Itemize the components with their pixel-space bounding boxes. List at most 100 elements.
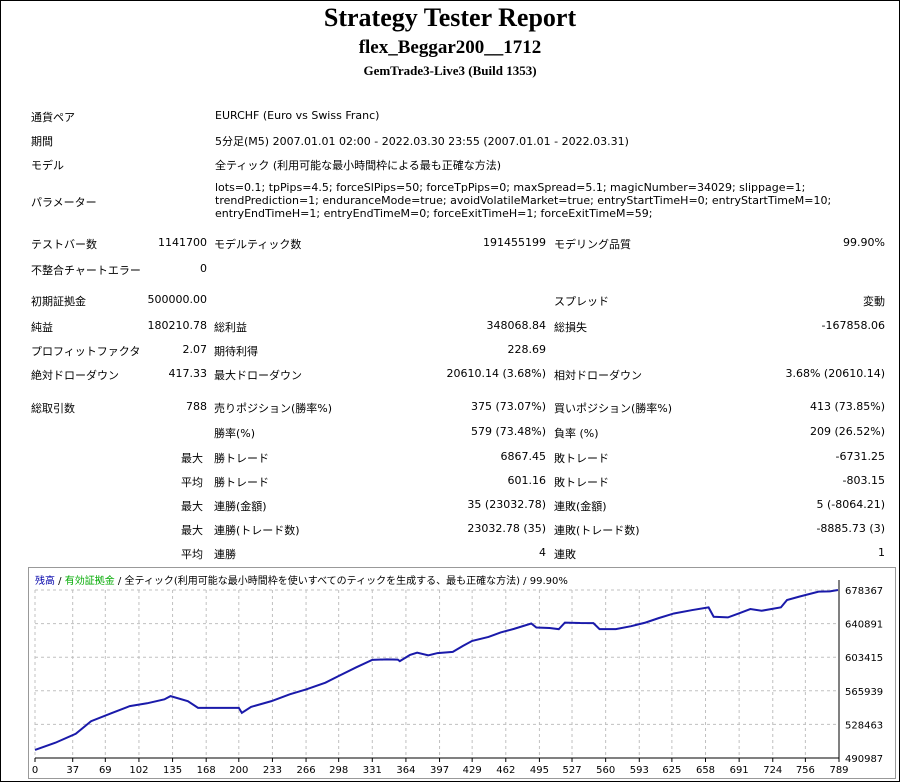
x-tick-label: 495 xyxy=(530,765,549,776)
balance-chart: 残高 / 有効証拠金 / 全ティック(利用可能な最小時間枠を使いすべてのティック… xyxy=(28,567,896,779)
x-tick-label: 37 xyxy=(66,765,79,776)
stat-label: 連勝(金額) xyxy=(214,500,267,513)
stats-row: 平均 連勝 4 連敗 1 xyxy=(1,546,899,562)
chart-svg: 490987 528463 565939 603415 640891 678367 0 37 6… xyxy=(32,580,883,776)
x-tick-label: 364 xyxy=(396,765,415,776)
info-model: モデル 全ティック (利用可能な最小時間枠による最も正確な方法) xyxy=(31,157,501,173)
stat-value: 99.90% xyxy=(843,236,885,249)
x-tick-label: 331 xyxy=(363,765,382,776)
stat-label: 敗トレード xyxy=(554,452,609,465)
stat-value: 348068.84 xyxy=(486,319,547,332)
stat-label: 総取引数 xyxy=(31,402,75,415)
stat-value: 413 (73.85%) xyxy=(809,400,885,413)
stat-label: 純益 xyxy=(31,321,53,334)
stat-label: テストバー数 xyxy=(31,238,97,251)
stat-value: -167858.06 xyxy=(821,319,885,332)
x-tick-label: 625 xyxy=(662,765,681,776)
x-tick-label: 298 xyxy=(329,765,348,776)
info-parameters: パラメーター xyxy=(31,194,97,210)
stat-value: -8885.73 (3) xyxy=(816,522,885,535)
stat-value: 375 (73.07%) xyxy=(470,400,546,413)
stat-label: モデリング品質 xyxy=(554,238,631,251)
stat-label: 勝トレード xyxy=(214,452,269,465)
stats-row: 平均 勝トレード 601.16 敗トレード -803.15 xyxy=(1,474,899,490)
stat-label: 勝率(%) xyxy=(214,427,256,440)
stat-value: 417.33 xyxy=(168,367,208,380)
label: パラメーター xyxy=(31,196,97,209)
stats-row: 純益 180210.78 総利益 348068.84 総損失 -167858.06 xyxy=(1,319,899,335)
stat-prefix: 平均 xyxy=(181,476,203,489)
stat-label: 総利益 xyxy=(214,321,247,334)
y-tick-label: 640891 xyxy=(845,620,883,631)
label: モデル xyxy=(31,159,64,172)
stat-label: スプレッド xyxy=(554,295,609,308)
stat-value: 6867.45 xyxy=(500,450,547,463)
stat-label: 連敗 xyxy=(554,548,576,561)
stat-value: 5 (-8064.21) xyxy=(816,498,885,511)
x-tick-label: 527 xyxy=(562,765,581,776)
info-symbol: 通貨ペア EURCHF (Euro vs Swiss Franc) xyxy=(31,109,379,125)
stat-value: 500000.00 xyxy=(147,293,208,306)
stats-row: 総取引数 788 売りポジション(勝率%) 375 (73.07%) 買いポジション(勝… xyxy=(1,400,899,416)
legend-model: 全ティック(利用可能な最小時間枠を使いすべてのティックを生成する、最も正確な方法… xyxy=(124,576,520,587)
x-tick-label: 429 xyxy=(463,765,482,776)
stats-row: 初期証拠金 500000.00 スプレッド 変動 xyxy=(1,293,899,309)
server-name: GemTrade3-Live3 (Build 1353) xyxy=(363,63,537,78)
stat-value: -6731.25 xyxy=(835,450,885,463)
stat-label: 連勝 xyxy=(214,548,236,561)
stat-label: 連敗(金額) xyxy=(554,500,607,513)
stat-label: 勝トレード xyxy=(214,476,269,489)
stat-value: 228.69 xyxy=(507,343,547,356)
stat-value: 1141700 xyxy=(158,236,207,249)
stat-value: 579 (73.48%) xyxy=(470,425,546,438)
x-tick-label: 102 xyxy=(129,765,148,776)
y-tick-label: 528463 xyxy=(845,720,883,731)
x-tick-label: 691 xyxy=(730,765,749,776)
x-tick-label: 462 xyxy=(496,765,515,776)
stat-label: 売りポジション(勝率%) xyxy=(214,402,333,415)
legend-equity: 有効証拠金 xyxy=(64,576,115,587)
legend-balance: 残高 xyxy=(35,576,55,587)
x-tick-label: 0 xyxy=(32,765,38,776)
label: 通貨ペア xyxy=(31,111,75,124)
label: 期間 xyxy=(31,135,53,148)
balance-line xyxy=(34,589,839,751)
stat-value: 変動 xyxy=(863,295,885,308)
stat-value: 601.16 xyxy=(507,474,547,487)
legend-sep: / xyxy=(519,576,530,587)
stats-row: 最大 勝トレード 6867.45 敗トレード -6731.25 xyxy=(1,450,899,466)
stat-value: 191455199 xyxy=(483,236,546,249)
stat-value: 788 xyxy=(186,400,207,413)
y-tick-label: 603415 xyxy=(845,653,883,664)
stat-label: プロフィットファクタ xyxy=(31,345,141,358)
x-tick-label: 233 xyxy=(263,765,282,776)
stat-prefix: 平均 xyxy=(181,548,203,561)
legend-sep: / xyxy=(114,576,125,587)
stat-label: 連敗(トレード数) xyxy=(554,524,640,537)
x-tick-label: 200 xyxy=(229,765,248,776)
stat-label: 絶対ドローダウン xyxy=(31,369,119,382)
stat-prefix: 最大 xyxy=(181,524,203,537)
stat-label: 総損失 xyxy=(554,321,587,334)
stat-value: -803.15 xyxy=(842,474,885,487)
value: 5分足(M5) 2007.01.01 02:00 - 2022.03.30 23… xyxy=(215,135,629,148)
x-tick-label: 397 xyxy=(430,765,449,776)
stat-label: モデルティック数 xyxy=(214,238,302,251)
stat-label: 連勝(トレード数) xyxy=(214,524,300,537)
stat-label: 不整合チャートエラー xyxy=(31,264,141,277)
stat-value: 23032.78 (35) xyxy=(467,522,546,535)
parameters-value: lots=0.1; tpPips=4.5; forceSlPips=50; fo… xyxy=(215,181,832,220)
stat-value: 180210.78 xyxy=(147,319,208,332)
x-tick-label: 266 xyxy=(297,765,316,776)
stats-row: 不整合チャートエラー 0 xyxy=(1,262,899,278)
stat-value: 35 (23032.78) xyxy=(467,498,546,511)
stat-label: 相対ドローダウン xyxy=(554,369,642,382)
stat-value: 3.68% (20610.14) xyxy=(785,367,885,380)
stat-value: 209 (26.52%) xyxy=(809,425,885,438)
stats-row: 勝率(%) 579 (73.48%) 負率 (%) 209 (26.52%) xyxy=(1,425,899,441)
x-tick-label: 658 xyxy=(696,765,715,776)
stat-label: 初期証拠金 xyxy=(31,295,86,308)
y-tick-label: 678367 xyxy=(845,586,883,597)
chart-legend: 残高 / 有効証拠金 / 全ティック(利用可能な最小時間枠を使いすべてのティック… xyxy=(35,572,568,587)
